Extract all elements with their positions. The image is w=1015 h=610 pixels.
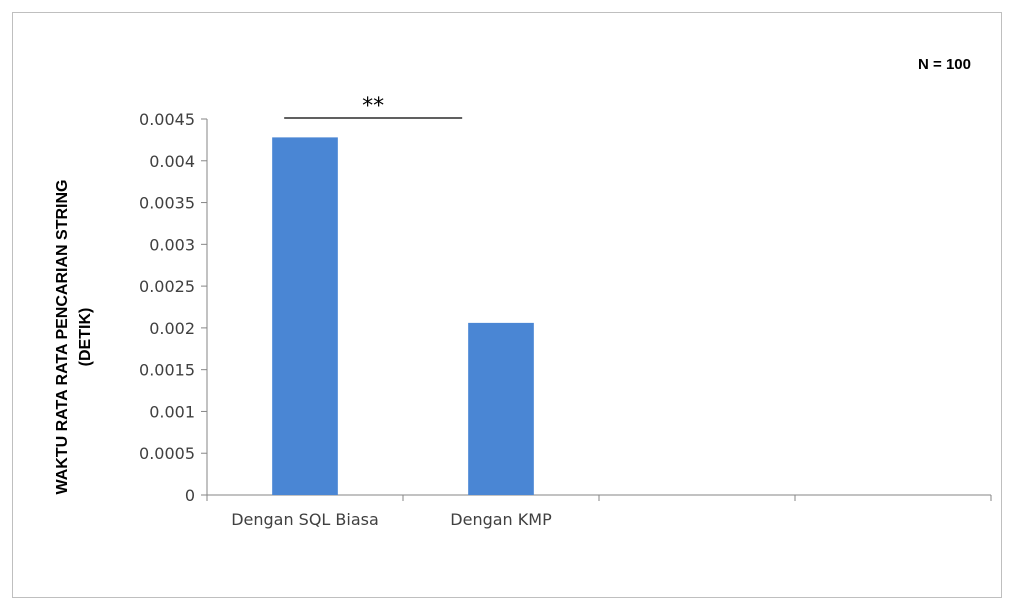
significance-label: **: [362, 94, 384, 119]
y-tick-label: 0.0005: [139, 444, 195, 463]
y-tick-label: 0.0035: [139, 194, 195, 213]
y-axis-label-line-1: WAKTU RATA RATA PENCARIAN STRING: [54, 180, 71, 495]
y-tick-label: 0.0025: [139, 277, 195, 296]
y-tick-label: 0: [185, 486, 195, 505]
y-axis-label-line-2: (DETIK): [77, 308, 94, 367]
y-tick-label: 0.002: [149, 319, 195, 338]
bar-chart: WAKTU RATA RATA PENCARIAN STRING (DETIK)…: [54, 56, 992, 529]
sample-size-note: N = 100: [918, 56, 971, 73]
x-tick-label: Dengan SQL Biasa: [231, 510, 379, 529]
y-tick-label: 0.0015: [139, 361, 195, 380]
x-tick-label: Dengan KMP: [450, 510, 552, 529]
y-tick-label: 0.004: [149, 152, 195, 171]
y-tick-label: 0.001: [149, 402, 195, 421]
bar: [468, 322, 534, 495]
plot-area: 0 0.0005 0.001 0.0015 0.002 0.0025 0.003 0.0035…: [139, 94, 992, 529]
y-tick-label: 0.0045: [139, 110, 195, 129]
chart-frame: WAKTU RATA RATA PENCARIAN STRING (DETIK)…: [12, 12, 1002, 598]
bar: [272, 137, 338, 495]
y-axis-label: WAKTU RATA RATA PENCARIAN STRING (DETIK): [54, 180, 94, 495]
y-tick-label: 0.003: [149, 235, 195, 254]
